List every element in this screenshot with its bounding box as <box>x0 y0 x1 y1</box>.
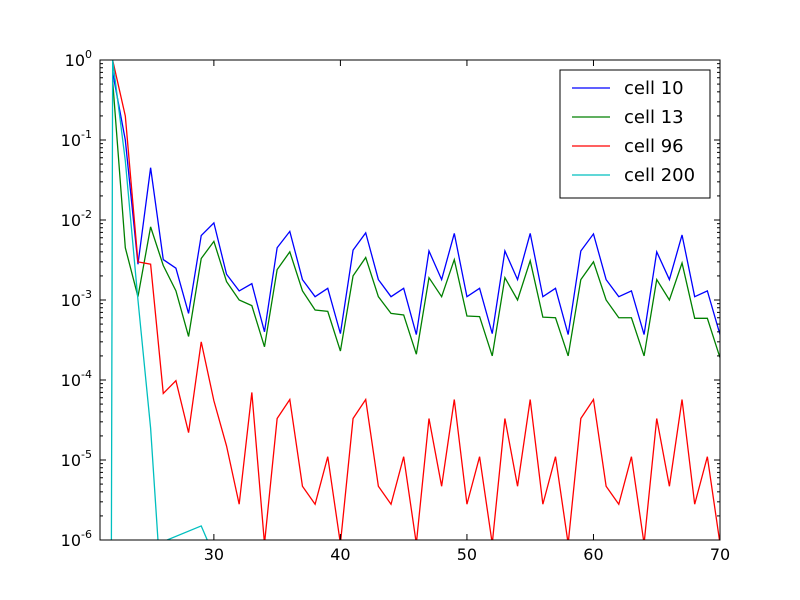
y-tick-label: 10-6 <box>61 528 92 550</box>
legend: cell 10 cell 13 cell 96 cell 200 <box>559 69 711 199</box>
legend-frame <box>559 69 711 199</box>
legend-label: cell 200 <box>624 165 695 186</box>
legend-label: cell 10 <box>624 78 684 99</box>
legend-label: cell 13 <box>624 107 684 128</box>
y-tick-label: 10-2 <box>61 208 92 230</box>
x-tick-label: 50 <box>457 545 477 564</box>
series-line-cell-200 <box>110 60 208 540</box>
legend-label: cell 96 <box>624 136 684 157</box>
y-tick-label: 10-5 <box>61 448 92 470</box>
y-tick-label: 10-4 <box>61 368 92 390</box>
y-tick-label: 10-3 <box>61 288 92 310</box>
series-line-cell-10 <box>112 72 720 335</box>
series-line-cell-13 <box>112 80 720 358</box>
x-tick-label: 60 <box>583 545 603 564</box>
y-tick-label: 100 <box>65 48 92 70</box>
series-layer <box>110 60 720 540</box>
x-tick-label: 30 <box>204 545 224 564</box>
series-line-cell-96 <box>112 60 720 540</box>
y-tick-label: 10-1 <box>61 128 92 150</box>
x-tick-label: 70 <box>710 545 730 564</box>
x-tick-label: 40 <box>330 545 350 564</box>
axis-ticks: 30 40 50 60 70 10-6 10-5 10-4 10-3 10-2 10-1 100 <box>61 48 731 564</box>
